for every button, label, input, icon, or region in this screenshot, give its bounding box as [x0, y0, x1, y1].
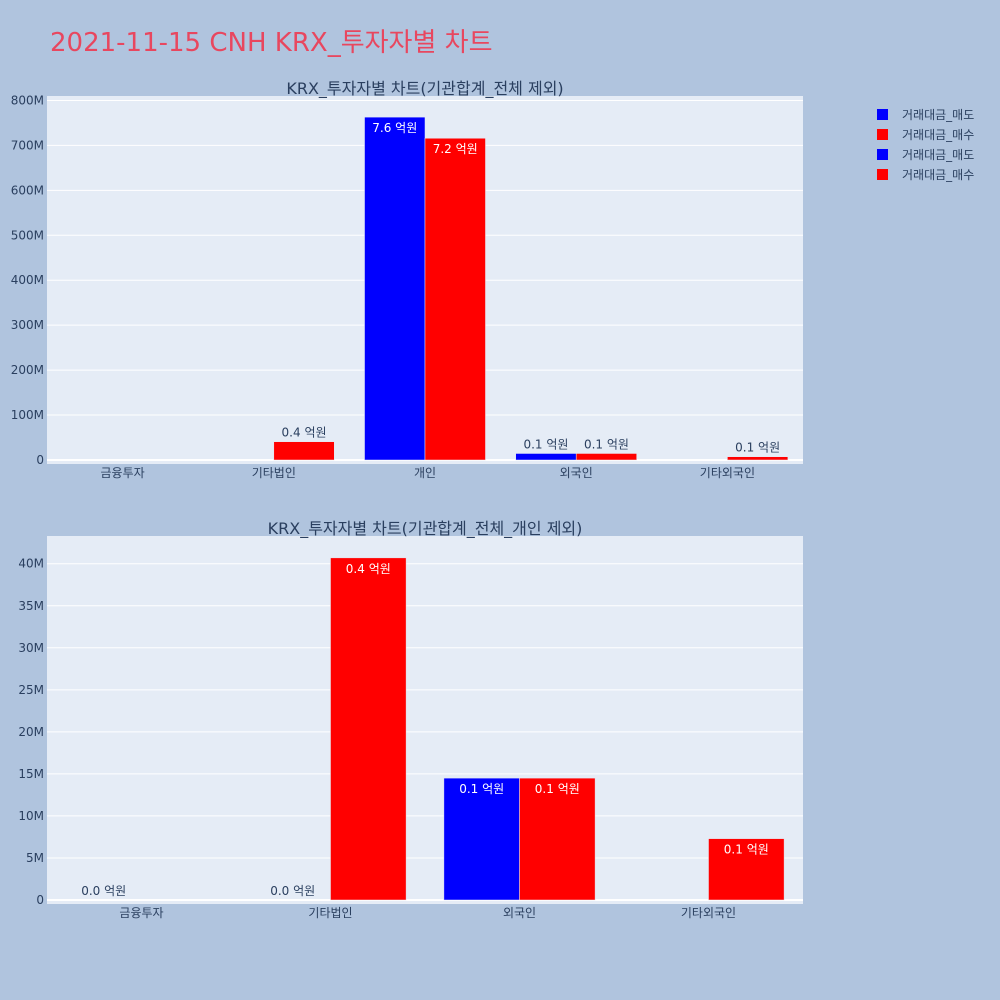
- y-tick-label: 300M: [11, 318, 44, 332]
- legend-swatch: [877, 129, 888, 140]
- y-tick-label: 800M: [11, 93, 44, 107]
- y-tick-label: 100M: [11, 408, 44, 422]
- y-tick-label: 25M: [18, 683, 44, 697]
- x-tick-label: 기타법인: [252, 466, 296, 480]
- bar: [330, 557, 407, 901]
- y-tick-label: 500M: [11, 228, 44, 242]
- y-tick-label: 200M: [11, 363, 44, 377]
- bar-label: 0.4 억원: [282, 426, 327, 440]
- y-tick-label: 0: [36, 893, 44, 907]
- x-tick-label: 외국인: [560, 466, 593, 480]
- y-tick-label: 20M: [18, 725, 44, 739]
- y-tick-label: 700M: [11, 138, 44, 152]
- chart-bottom: 0 5M 10M 15M 20M 25M 30M 35M 40M KRX_투자자별 차트(기관합계…: [18, 519, 803, 920]
- legend-label: 거래대금_매수: [902, 128, 974, 142]
- x-tick-label: 개인: [414, 466, 436, 480]
- legend-swatch: [877, 109, 888, 120]
- plot-area: [47, 536, 803, 904]
- y-tick-label: 400M: [11, 273, 44, 287]
- y-tick-label: 15M: [18, 767, 44, 781]
- page-title: 2021-11-15 CNH KRX_투자자별 차트: [50, 28, 493, 58]
- legend-label: 거래대금_매도: [902, 148, 974, 162]
- x-tick-label: 금융투자: [119, 906, 163, 920]
- y-tick-label: 600M: [11, 183, 44, 197]
- bar-label: 0.0 억원: [81, 884, 126, 898]
- bar-label: 0.1 억원: [584, 437, 629, 451]
- y-tick-label: 30M: [18, 641, 44, 655]
- chart-title: KRX_투자자별 차트(기관합계_전체_개인 제외): [268, 519, 583, 539]
- y-tick-label: 35M: [18, 599, 44, 613]
- bar-label: 0.0 억원: [270, 884, 315, 898]
- y-tick-label: 10M: [18, 809, 44, 823]
- bar: [364, 116, 426, 461]
- legend-swatch: [877, 149, 888, 160]
- chart-title: KRX_투자자별 차트(기관합계_전체 제외): [286, 79, 563, 99]
- legend-label: 거래대금_매수: [902, 168, 974, 182]
- bar: [708, 838, 785, 901]
- bar-label: 0.1 억원: [724, 843, 769, 857]
- x-tick-label: 금융투자: [101, 466, 145, 480]
- bar: [575, 453, 637, 461]
- bar: [424, 137, 486, 461]
- legend-label: 거래대금_매도: [902, 108, 974, 122]
- bar: [443, 777, 520, 901]
- chart-top: 0 100M 200M 300M 400M 500M 600M 700M 800M KRX_투자자…: [11, 79, 803, 480]
- x-tick-label: 외국인: [503, 906, 536, 920]
- bar-label: 0.1 억원: [523, 437, 568, 451]
- y-tick-label: 5M: [26, 851, 44, 865]
- bar-label: 0.1 억원: [735, 441, 780, 455]
- bar: [727, 456, 789, 461]
- bar: [515, 453, 577, 461]
- x-tick-label: 기타법인: [308, 906, 352, 920]
- bar-label: 7.6 억원: [372, 121, 417, 135]
- x-tick-label: 기타외국인: [681, 906, 736, 920]
- bar: [273, 441, 335, 461]
- bar-label: 0.1 억원: [459, 782, 504, 796]
- bar-label: 0.1 억원: [535, 782, 580, 796]
- bar-label: 7.2 억원: [433, 142, 478, 156]
- bar-label: 0.4 억원: [346, 562, 391, 576]
- legend-swatch: [877, 169, 888, 180]
- y-tick-label: 40M: [18, 557, 44, 571]
- bar: [519, 777, 596, 901]
- x-tick-label: 기타외국인: [700, 466, 755, 480]
- y-tick-label: 0: [36, 453, 44, 467]
